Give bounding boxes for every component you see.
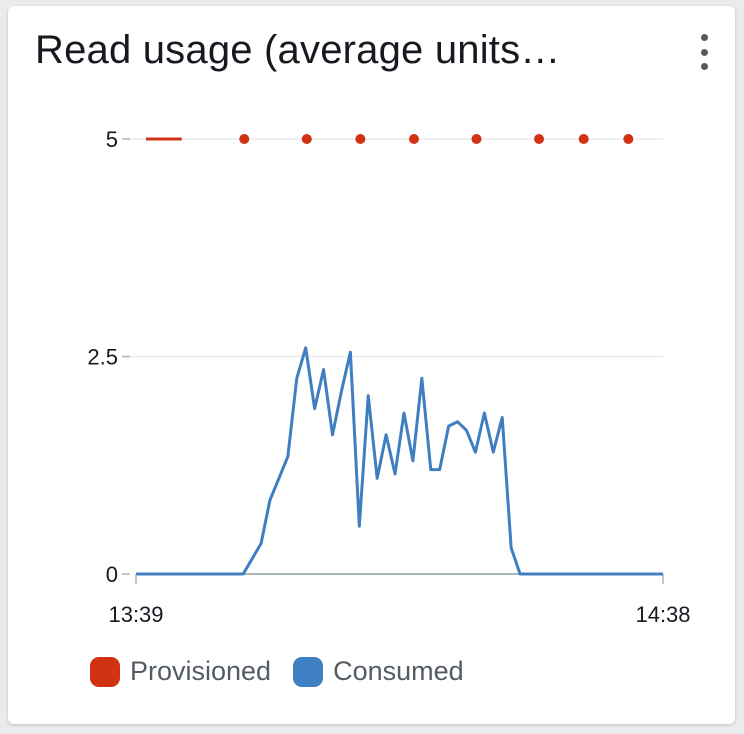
menu-dot: [700, 34, 708, 41]
menu-dot: [700, 48, 708, 56]
widget-title: Read usage (average units…: [35, 28, 561, 72]
series-provisioned-point[interactable]: [408, 134, 419, 144]
y-tick-label: 0: [106, 562, 118, 587]
chart-widget-card: Read usage (average units…: [8, 6, 735, 724]
grid-lines: [128, 138, 663, 358]
axes: [122, 138, 664, 584]
y-tick-label: 5: [106, 127, 118, 152]
tick-labels: 0 2.5 5 13:39 14:38: [87, 127, 690, 627]
series-consumed-line[interactable]: [136, 346, 663, 576]
y-tick-label: 2.5: [87, 345, 118, 370]
legend-swatch-consumed: [293, 656, 324, 687]
chart-legend: Provisioned Consumed: [90, 656, 464, 687]
series-layer: [136, 134, 663, 576]
series-provisioned-point[interactable]: [578, 134, 589, 144]
legend-swatch-provisioned: [90, 656, 120, 687]
series-provisioned-point[interactable]: [471, 134, 482, 144]
series-provisioned-point[interactable]: [301, 134, 312, 144]
series-provisioned-point[interactable]: [355, 134, 366, 144]
series-provisioned-point[interactable]: [239, 134, 250, 144]
series-provisioned-point[interactable]: [623, 134, 634, 144]
vertical-ellipsis-icon[interactable]: [691, 30, 717, 74]
series-provisioned-point[interactable]: [534, 134, 545, 144]
legend-label-consumed: Consumed: [333, 656, 464, 686]
x-tick-label: 14:38: [635, 602, 690, 627]
legend-label-provisioned: Provisioned: [130, 656, 272, 686]
legend-item-provisioned[interactable]: Provisioned: [90, 656, 271, 687]
legend-item-consumed[interactable]: Consumed: [293, 656, 464, 687]
x-tick-label: 13:39: [108, 602, 163, 627]
menu-dot: [700, 63, 708, 70]
